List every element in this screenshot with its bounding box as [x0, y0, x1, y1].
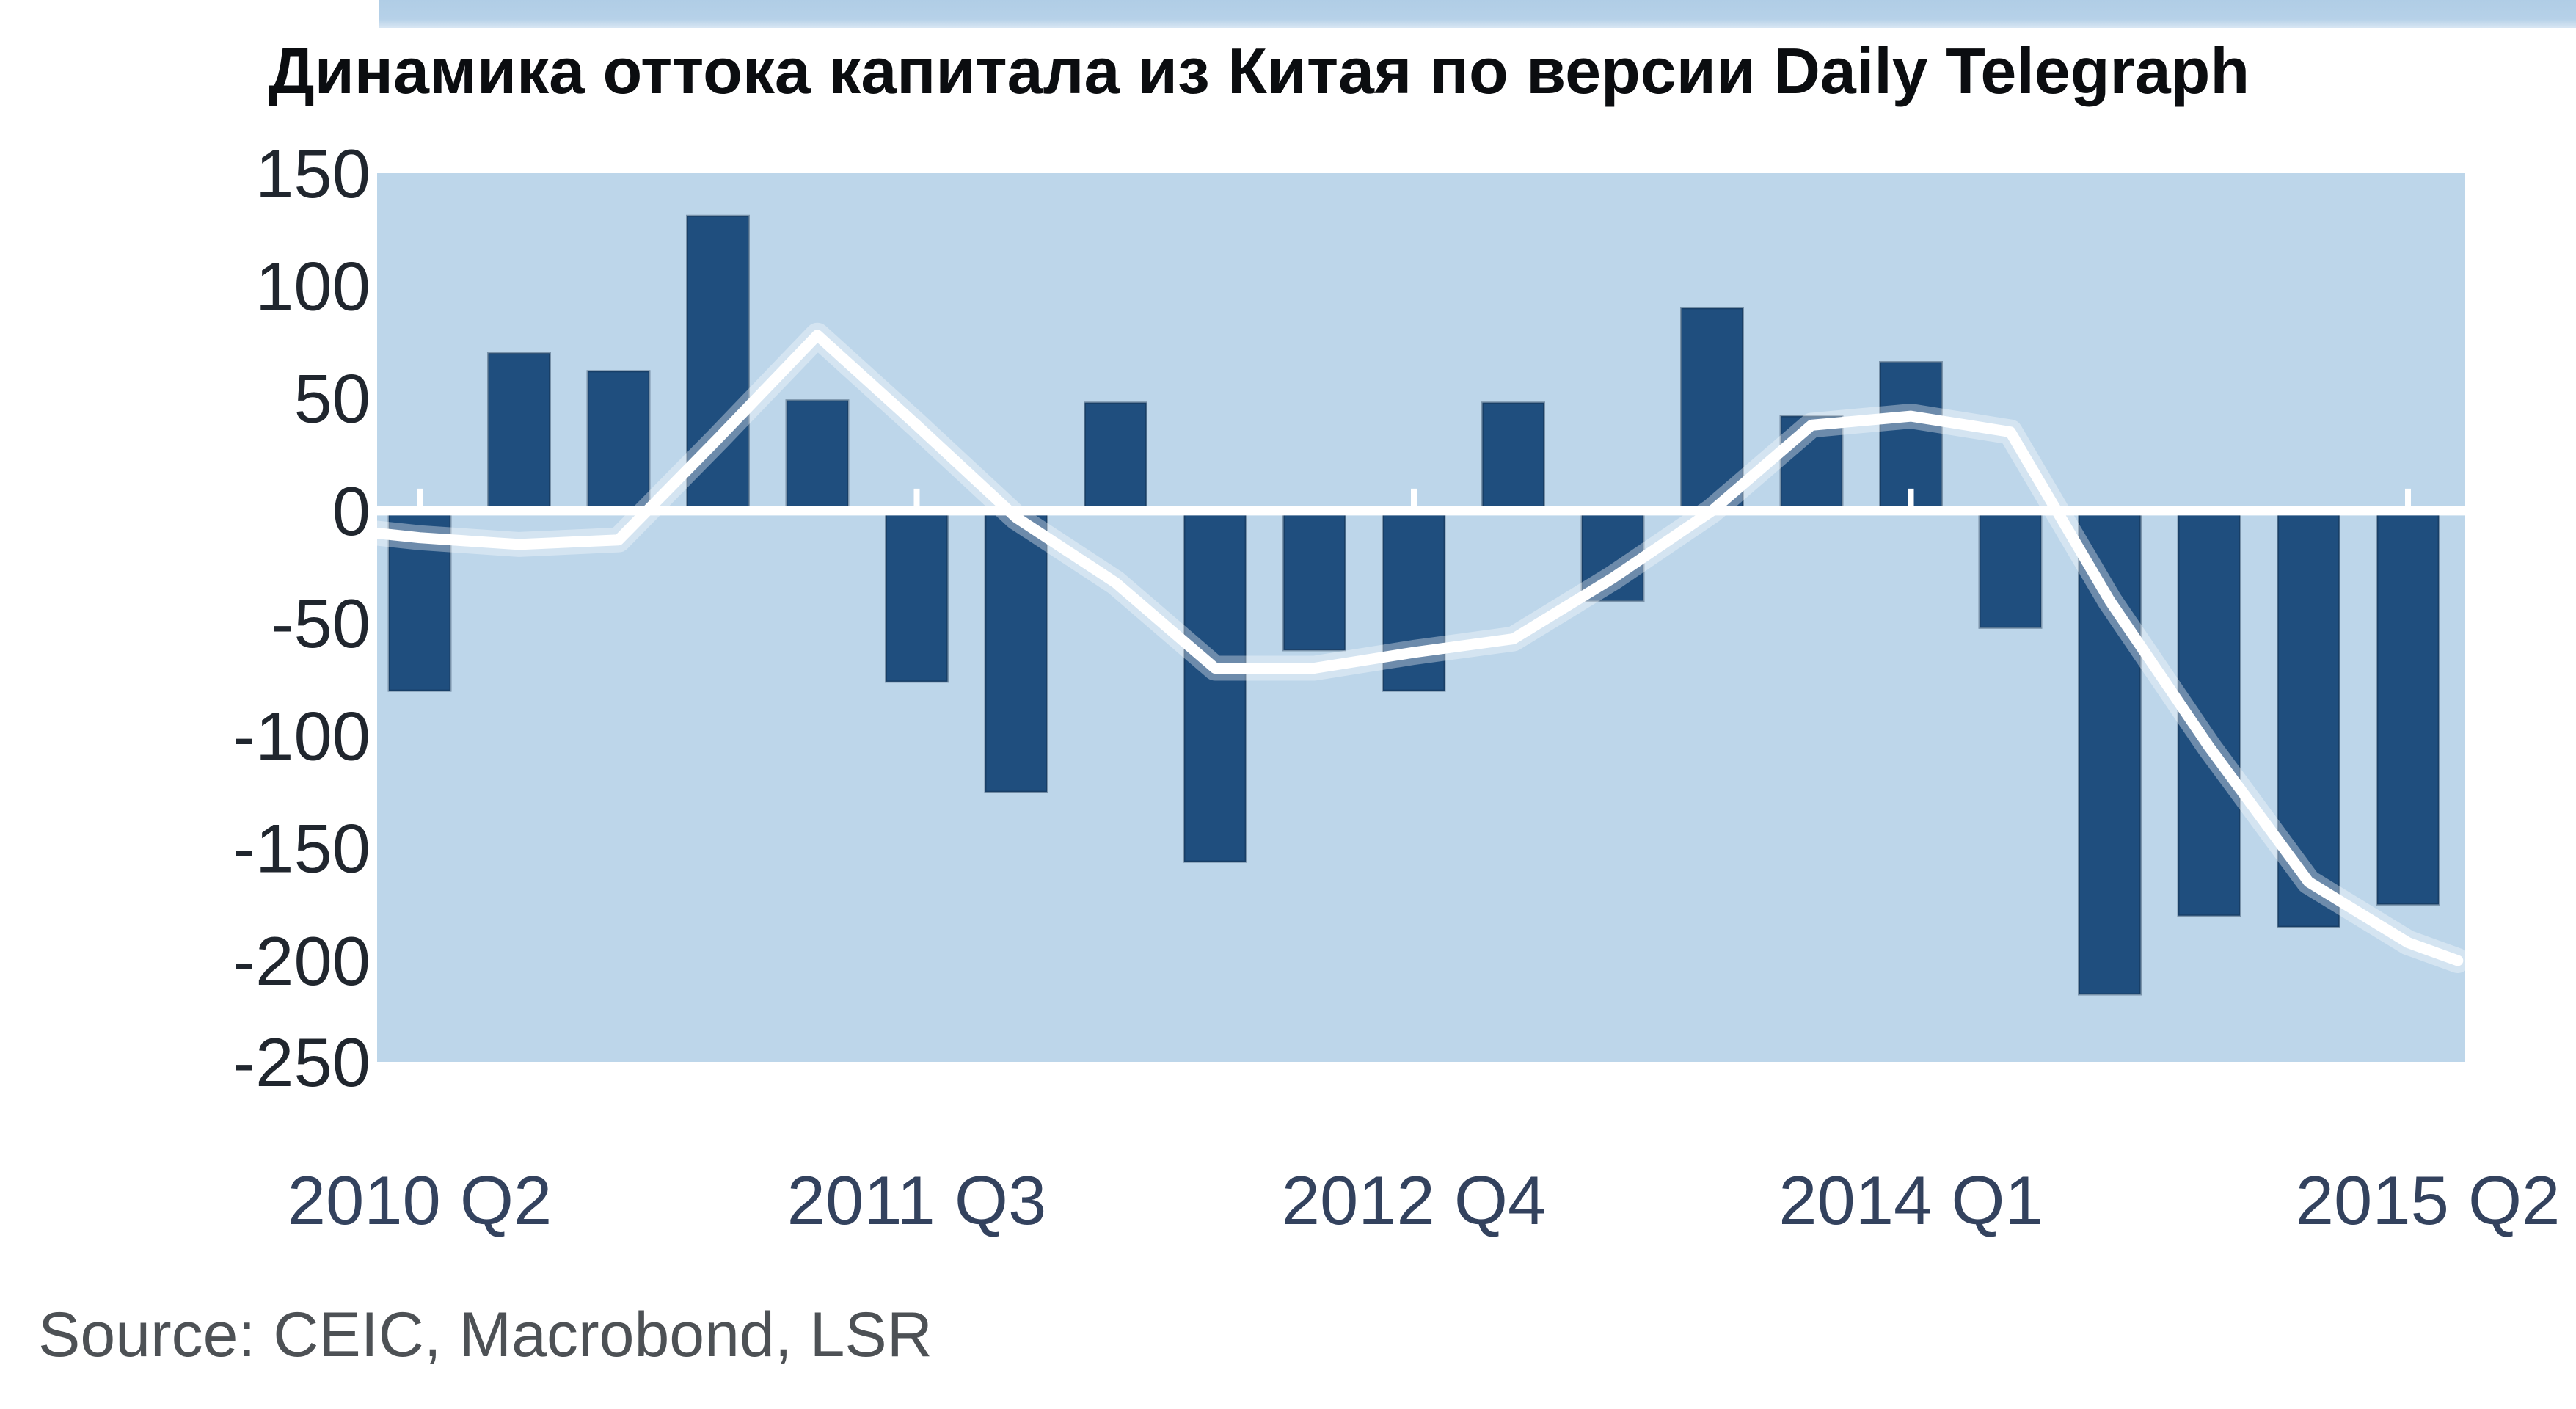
- bar: [1084, 401, 1147, 512]
- bar: [1481, 401, 1545, 512]
- y-axis-label: 50: [293, 360, 371, 437]
- y-axis-label: -150: [233, 810, 371, 887]
- x-axis-label: 2015 Q2: [2296, 1162, 2561, 1239]
- bar: [487, 352, 551, 512]
- bar: [1282, 509, 1346, 652]
- bar: [984, 509, 1048, 793]
- source-note: Source: CEIC, Macrobond, LSR: [38, 1300, 933, 1370]
- x-axis-label: 2014 Q1: [1778, 1162, 2043, 1239]
- x-axis-label: 2011 Q3: [787, 1162, 1047, 1239]
- bar: [586, 370, 651, 512]
- bar: [885, 509, 949, 683]
- bar: [1183, 509, 1247, 863]
- y-axis-label: 150: [255, 135, 371, 212]
- bar: [2376, 509, 2440, 906]
- bar: [1879, 361, 1943, 512]
- y-axis-label: -250: [233, 1024, 371, 1101]
- y-axis-label: 0: [332, 473, 371, 550]
- trend-line: [371, 330, 2464, 966]
- chart-title: Динамика оттока капитала из Китая по вер…: [269, 34, 2250, 107]
- bar: [1978, 509, 2043, 629]
- y-axis-label: -100: [233, 697, 371, 774]
- x-axis-label: 2012 Q4: [1282, 1162, 1547, 1239]
- y-axis-label: 100: [255, 247, 371, 324]
- y-axis-label: -50: [271, 585, 371, 662]
- y-axis-label: -200: [233, 922, 371, 1000]
- top-strip-decoration: [379, 0, 2576, 28]
- x-axis-label: 2010 Q2: [288, 1162, 552, 1239]
- bar: [785, 399, 850, 512]
